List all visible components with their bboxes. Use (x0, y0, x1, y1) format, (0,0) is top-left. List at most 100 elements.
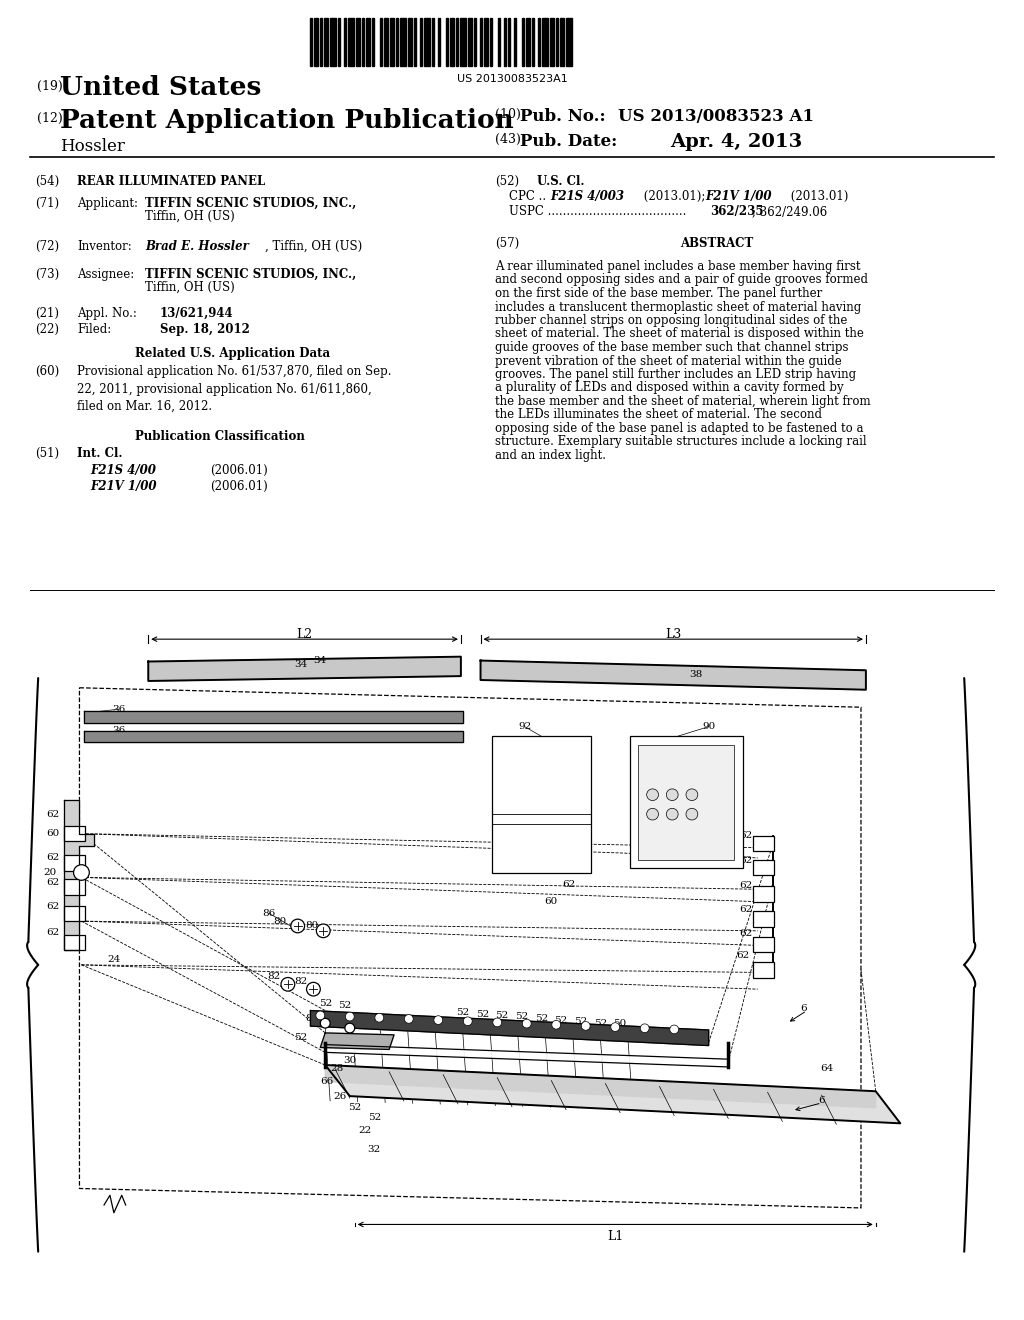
Bar (344, 18, 346, 66)
Text: U.S. Cl.: U.S. Cl. (537, 176, 585, 187)
Text: 52: 52 (334, 1043, 346, 1052)
Text: United States: United States (60, 75, 261, 100)
Text: 64: 64 (820, 1064, 834, 1073)
Text: 86: 86 (262, 909, 275, 917)
Bar (504, 18, 506, 66)
Bar (408, 18, 412, 66)
Text: Inventor:: Inventor: (77, 240, 132, 253)
Text: TIFFIN SCENIC STUDIOS, INC.,: TIFFIN SCENIC STUDIOS, INC., (145, 197, 356, 210)
Text: prevent vibration of the sheet of material within the guide: prevent vibration of the sheet of materi… (495, 355, 842, 367)
Text: Pub. Date:: Pub. Date: (520, 133, 617, 150)
Bar (314, 18, 318, 66)
Text: 62: 62 (46, 809, 59, 818)
Circle shape (463, 1016, 472, 1026)
Text: A rear illuminated panel includes a base member having first: A rear illuminated panel includes a base… (495, 260, 860, 273)
Text: L3: L3 (666, 628, 681, 640)
Text: 66: 66 (321, 1077, 334, 1086)
Text: 62: 62 (739, 832, 753, 840)
Text: 52: 52 (476, 1010, 489, 1019)
Text: 52: 52 (338, 1001, 351, 1010)
Text: Filed:: Filed: (77, 323, 112, 337)
Text: and an index light.: and an index light. (495, 449, 606, 462)
Text: guide grooves of the base member such that channel strips: guide grooves of the base member such th… (495, 341, 849, 354)
Text: 32: 32 (368, 1144, 381, 1154)
Text: 28: 28 (331, 1064, 344, 1073)
Bar (356, 18, 360, 66)
Circle shape (291, 919, 304, 933)
Text: 62: 62 (46, 928, 59, 937)
Bar (414, 18, 416, 66)
Text: Brad E. Hossler: Brad E. Hossler (145, 240, 249, 253)
Bar (560, 18, 564, 66)
Text: on the first side of the base member. The panel further: on the first side of the base member. Th… (495, 286, 822, 300)
Bar (424, 18, 430, 66)
Circle shape (667, 789, 678, 800)
Text: 362/235: 362/235 (710, 205, 764, 218)
Text: (52): (52) (495, 176, 519, 187)
Text: 52: 52 (515, 1012, 528, 1020)
Text: 62: 62 (758, 965, 771, 974)
Polygon shape (84, 711, 463, 723)
Text: (57): (57) (495, 238, 519, 249)
Text: 62: 62 (739, 906, 753, 913)
Text: rubber channel strips on opposing longitudinal sides of the: rubber channel strips on opposing longit… (495, 314, 848, 327)
Text: 52: 52 (294, 1034, 307, 1043)
FancyBboxPatch shape (63, 906, 85, 921)
Text: 80: 80 (305, 921, 318, 931)
Bar (556, 18, 558, 66)
Text: 6: 6 (801, 1005, 807, 1014)
Circle shape (316, 924, 330, 937)
Text: 52: 52 (555, 1016, 567, 1024)
Text: 20: 20 (43, 869, 56, 876)
Polygon shape (480, 660, 866, 690)
Text: (2013.01): (2013.01) (787, 190, 848, 203)
Text: the base member and the sheet of material, wherein light from: the base member and the sheet of materia… (495, 395, 870, 408)
Text: 60: 60 (545, 898, 558, 906)
Bar (438, 18, 440, 66)
Text: ABSTRACT: ABSTRACT (680, 238, 754, 249)
Text: 62: 62 (46, 902, 59, 911)
Text: +: + (77, 869, 86, 876)
Text: (2013.01);: (2013.01); (640, 190, 710, 203)
Text: 26: 26 (334, 1092, 346, 1101)
FancyBboxPatch shape (753, 859, 774, 875)
Bar (362, 18, 364, 66)
Bar (400, 18, 406, 66)
Text: 52: 52 (368, 1113, 381, 1122)
Text: TIFFIN SCENIC STUDIOS, INC.,: TIFFIN SCENIC STUDIOS, INC., (145, 268, 356, 281)
Text: Patent Application Publication: Patent Application Publication (60, 108, 514, 133)
Text: 92: 92 (518, 722, 531, 731)
Bar (550, 18, 554, 66)
Text: 24: 24 (108, 956, 121, 965)
Circle shape (670, 1026, 679, 1034)
Polygon shape (148, 656, 461, 681)
Bar (474, 18, 476, 66)
Text: (72): (72) (35, 240, 59, 253)
FancyBboxPatch shape (630, 737, 743, 867)
Text: (19): (19) (37, 81, 62, 92)
Bar (514, 18, 516, 66)
Polygon shape (321, 1034, 394, 1049)
Polygon shape (84, 730, 463, 742)
Circle shape (281, 978, 295, 991)
Text: 62: 62 (739, 880, 753, 890)
Circle shape (315, 1011, 325, 1020)
Text: Sep. 18, 2012: Sep. 18, 2012 (160, 323, 250, 337)
Text: (43): (43) (495, 133, 521, 147)
Circle shape (552, 1020, 561, 1030)
Bar (508, 18, 510, 66)
Bar (446, 18, 449, 66)
Text: 52: 52 (574, 1016, 588, 1026)
Bar (372, 18, 374, 66)
Text: Publication Classification: Publication Classification (135, 430, 305, 444)
Text: Applicant:: Applicant: (77, 197, 138, 210)
Polygon shape (326, 1065, 876, 1107)
Polygon shape (63, 800, 94, 950)
Text: US 20130083523A1: US 20130083523A1 (457, 74, 567, 84)
Text: structure. Exemplary suitable structures include a locking rail: structure. Exemplary suitable structures… (495, 436, 866, 449)
Bar (490, 18, 492, 66)
Text: 52: 52 (318, 999, 332, 1008)
Text: CPC ..: CPC .. (509, 190, 546, 203)
Text: L2: L2 (297, 628, 312, 640)
Text: 62: 62 (739, 929, 753, 939)
